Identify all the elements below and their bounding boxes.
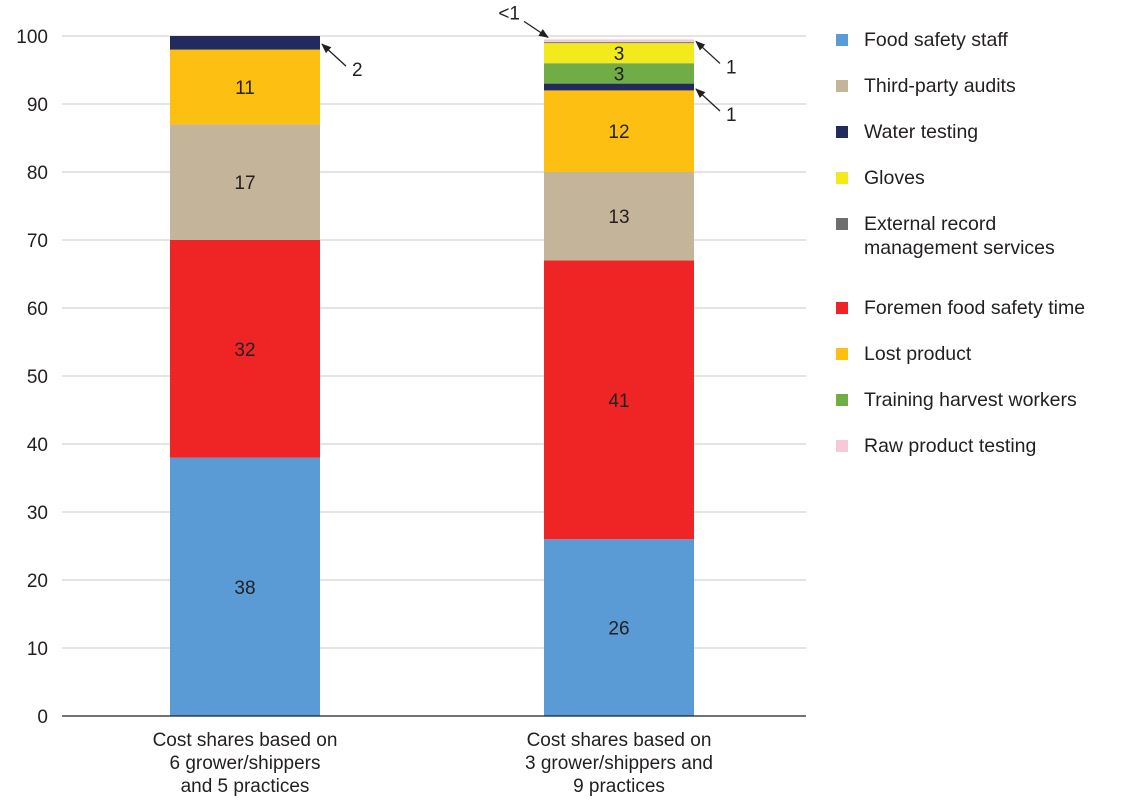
legend-label: External record management services <box>864 213 1055 259</box>
legend-swatch <box>836 34 848 46</box>
bar-segment-lost-product <box>170 49 320 125</box>
annotation-label: 1 <box>726 57 737 78</box>
annotation-arrow <box>321 43 347 67</box>
bar-segment-water-testing <box>170 36 320 50</box>
y-tick-label: 50 <box>27 367 48 388</box>
legend-swatch <box>836 302 848 314</box>
legend-swatch <box>836 80 848 92</box>
legend-label: Gloves <box>864 167 925 189</box>
annotation-arrow <box>695 40 721 64</box>
legend-label: Foremen food safety time <box>864 297 1086 319</box>
legend-label: Lost product <box>864 343 972 365</box>
bar-segment-food-safety-staff <box>170 457 320 716</box>
bar-segment-food-safety-staff <box>544 539 694 716</box>
bar-segment-third-party-audits <box>544 172 694 261</box>
y-tick-label: 40 <box>27 435 48 456</box>
legend-item: External record management services <box>836 212 1132 260</box>
y-tick-label: 0 <box>37 707 48 728</box>
bar-segment-foremen-food-safety-time <box>544 260 694 540</box>
legend-swatch <box>836 394 848 406</box>
bar-segment-foremen-food-safety-time <box>170 240 320 458</box>
annotation-label: 1 <box>726 105 737 126</box>
annotation-arrow <box>695 88 721 112</box>
data-label: 11 <box>235 78 255 99</box>
legend-label: Third-party audits <box>864 75 1016 97</box>
bar-segment-raw-product-testing <box>544 39 694 43</box>
y-tick-label: 80 <box>27 163 48 184</box>
y-tick-label: 10 <box>27 639 48 660</box>
annotations: 2 1 1 <1 <box>321 3 737 126</box>
legend-label: Training harvest workers <box>864 389 1077 411</box>
y-tick-label: 90 <box>27 95 48 116</box>
bar-segment-water-testing <box>544 83 694 91</box>
legend-item: Food safety staff <box>836 28 1132 52</box>
data-label: 38 <box>234 578 255 599</box>
legend-item: Water testing <box>836 120 1132 144</box>
legend-swatch <box>836 126 848 138</box>
x-category-label: Cost shares based on 6 grower/shippers and… <box>153 730 338 797</box>
y-axis-ticks: 0 10 20 30 40 50 60 70 80 90 100 <box>16 27 48 728</box>
annotation-label: 2 <box>352 60 363 81</box>
legend-item: Lost product <box>836 342 1132 366</box>
bar-segment-gloves <box>544 42 694 64</box>
data-label: 13 <box>608 207 629 228</box>
y-tick-label: 20 <box>27 571 48 592</box>
legend-item: Raw product testing <box>836 434 1132 458</box>
legend-label: Raw product testing <box>864 435 1037 457</box>
legend-swatch <box>836 348 848 360</box>
legend-swatch <box>836 218 848 230</box>
bar-segment-training-harvest-workers <box>544 63 694 84</box>
y-tick-label: 100 <box>16 27 48 48</box>
data-label: 32 <box>234 340 255 361</box>
bars <box>170 36 694 716</box>
legend-item: Foremen food safety time <box>836 296 1132 320</box>
annotation-label: <1 <box>498 3 520 24</box>
bar-segment-external-record-management-services <box>544 42 694 44</box>
data-label: 3 <box>614 64 625 85</box>
bar-segment-third-party-audits <box>170 124 320 240</box>
legend-item: Training harvest workers <box>836 388 1132 412</box>
annotation-arrow <box>523 20 549 38</box>
legend-label: Food safety staff <box>864 29 1008 51</box>
data-label: 26 <box>608 619 629 640</box>
y-tick-label: 70 <box>27 231 48 252</box>
legend-item: Gloves <box>836 166 1132 190</box>
data-label: 12 <box>608 122 629 143</box>
y-tick-label: 60 <box>27 299 48 320</box>
x-axis-category-labels: Cost shares based on 6 grower/shippers and… <box>153 730 713 797</box>
bar-segment-lost-product <box>544 90 694 172</box>
data-label: 41 <box>608 391 629 412</box>
y-tick-label: 30 <box>27 503 48 524</box>
data-label: 3 <box>614 44 625 65</box>
legend-label: Water testing <box>864 121 979 143</box>
legend-item: Third-party audits <box>836 74 1132 98</box>
legend-swatch <box>836 440 848 452</box>
legend-swatch <box>836 172 848 184</box>
data-label: 17 <box>234 173 255 194</box>
segment-labels: 38 32 17 11 26 41 13 12 33 <box>234 44 629 640</box>
x-category-label: Cost shares based on 3 grower/shippers an… <box>525 730 713 797</box>
